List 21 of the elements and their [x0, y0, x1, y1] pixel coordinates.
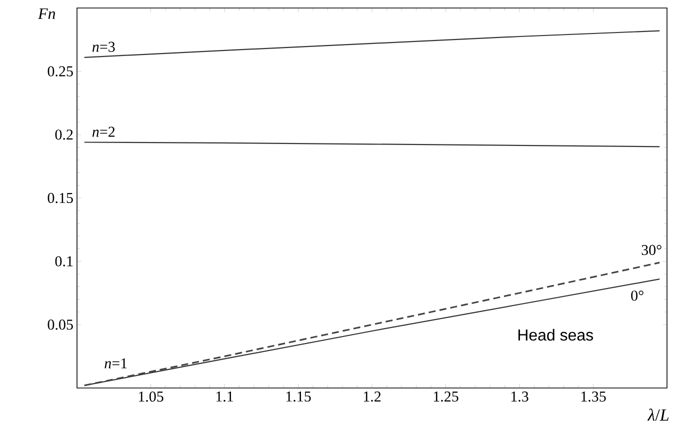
x-tick-label: 1.2 [364, 392, 381, 402]
y-axis-title: Fn [38, 8, 56, 19]
y-tick-label: 0.05 [48, 320, 73, 330]
x-tick-label: 1.15 [286, 392, 311, 402]
series-label: 30° [642, 244, 662, 256]
x-axis-title: λ/L [647, 408, 669, 421]
series-label: 0° [631, 290, 644, 301]
y-tick-label: 0.25 [48, 66, 73, 76]
series-label: n=2 [92, 126, 115, 137]
x-tick-label: 1.05 [138, 392, 164, 402]
annotation: n=1 [104, 358, 127, 368]
series-label: n=3 [92, 42, 115, 52]
y-tick-label: 0.1 [55, 256, 73, 266]
annotation: Head seas [518, 328, 594, 341]
x-tick-label: 1.25 [434, 392, 458, 402]
x-tick-label: 1.3 [511, 392, 528, 402]
x-tick-label: 1.35 [581, 392, 606, 402]
line-series [84, 30, 660, 58]
x-tick-label: 1.1 [216, 392, 233, 402]
y-tick-label: 0.15 [48, 192, 73, 204]
y-tick-label: 0.2 [55, 130, 73, 140]
